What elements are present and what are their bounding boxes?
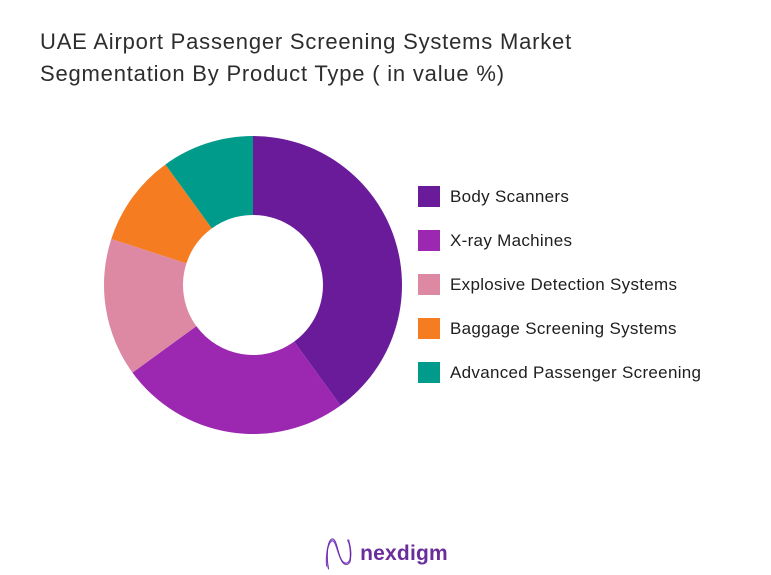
legend-item-explosive-detection-systems: Explosive Detection Systems xyxy=(418,274,701,295)
chart-title-line-1: UAE Airport Passenger Screening Systems … xyxy=(40,29,573,54)
donut-segment-body-scanners xyxy=(253,136,402,406)
legend-item-baggage-screening-systems: Baggage Screening Systems xyxy=(418,318,701,339)
donut-segment-advanced-passenger-screening xyxy=(165,136,253,229)
donut-chart-area xyxy=(103,135,403,435)
legend-swatch-icon xyxy=(418,186,440,207)
legend-swatch-icon xyxy=(418,230,440,251)
legend-swatch-icon xyxy=(418,318,440,339)
brand-name: nexdigm xyxy=(360,541,448,565)
legend-swatch-icon xyxy=(418,274,440,295)
chart-title: UAE Airport Passenger Screening Systems … xyxy=(40,26,700,90)
legend-label: X-ray Machines xyxy=(450,230,573,250)
donut-segment-x-ray-machines xyxy=(132,326,341,434)
legend-item-body-scanners: Body Scanners xyxy=(418,186,701,207)
brand-logo: nexdigm xyxy=(323,536,448,571)
legend: Body Scanners X-ray Machines Explosive Det… xyxy=(418,186,701,383)
legend-item-advanced-passenger-screening: Advanced Passenger Screening xyxy=(418,362,701,383)
donut-chart xyxy=(103,136,402,434)
legend-label: Body Scanners xyxy=(450,186,570,206)
legend-label: Baggage Screening Systems xyxy=(450,318,677,338)
donut-segment-explosive-detection-systems xyxy=(103,238,197,373)
nexdigm-n-wave-icon xyxy=(325,538,351,570)
legend-label: Explosive Detection Systems xyxy=(450,274,678,294)
chart-title-line-2: Segmentation By Product Type ( in value … xyxy=(40,61,505,86)
legend-swatch-icon xyxy=(418,362,440,383)
legend-label: Advanced Passenger Screening xyxy=(450,362,702,382)
legend-item-x-ray-machines: X-ray Machines xyxy=(418,230,701,251)
donut-segment-baggage-screening-systems xyxy=(111,164,212,264)
